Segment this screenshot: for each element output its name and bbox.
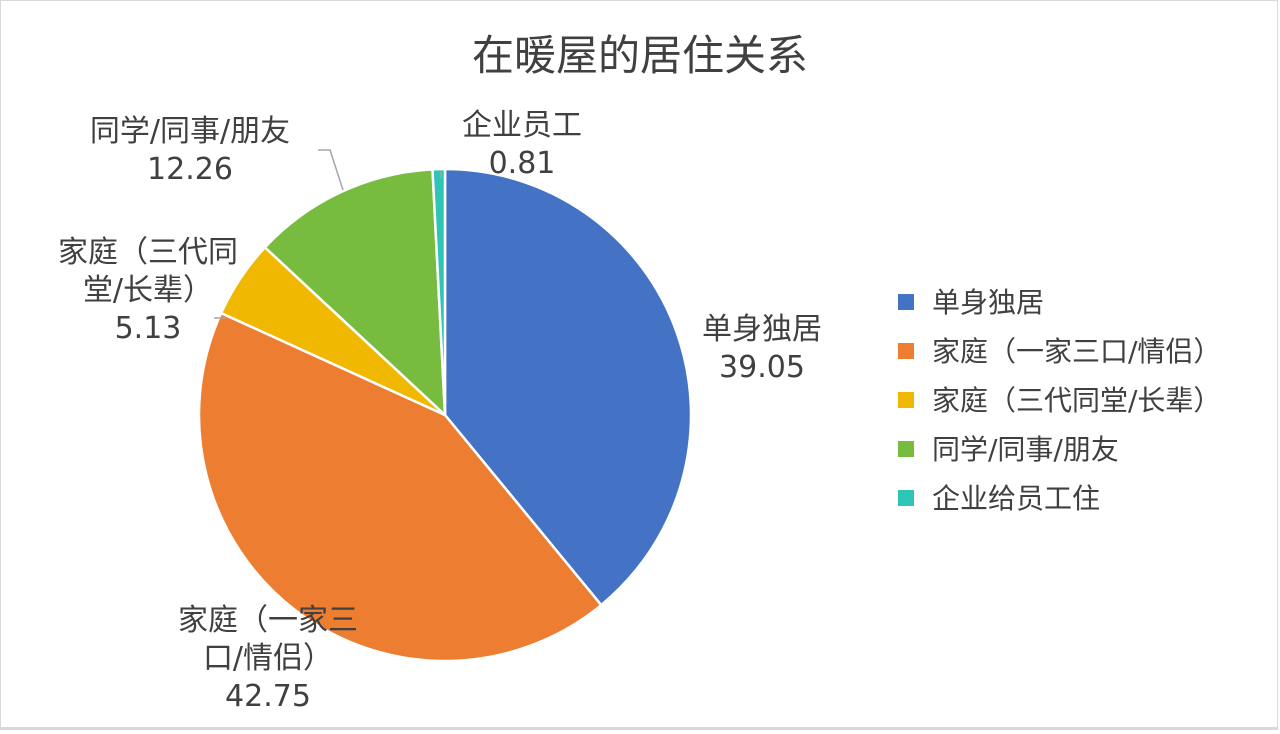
chart-title: 在暖屋的居住关系 [471, 31, 808, 80]
data-labels: 单身独居 39.05 家庭（一家三口/情侣） 42.75 家庭（三代同堂/长辈） 5.13… [58, 108, 822, 714]
legend-entry-1: 家庭（一家三口/情侣） [932, 335, 1221, 368]
leader-lines [214, 149, 442, 319]
legend-swatch-4 [898, 490, 914, 506]
legend-swatch-1 [898, 343, 914, 359]
legend-swatch-3 [898, 441, 914, 457]
data-label-1: 家庭（一家三口/情侣） 42.75 [178, 603, 358, 714]
pie-slice-0 [443, 167, 693, 607]
data-label-1-line-2: 42.75 [225, 679, 311, 714]
data-label-2-line-2: 5.13 [115, 311, 182, 346]
data-label-3: 同学/同事/朋友 12.26 [90, 114, 290, 187]
data-label-2-line-0: 家庭（三代同 [58, 235, 238, 270]
data-label-2-line-1: 堂/长辈） [83, 273, 213, 308]
pie-slice-4 [431, 167, 447, 416]
leader-line-3 [318, 149, 344, 191]
data-label-3-line-1: 12.26 [147, 152, 233, 187]
data-label-1-line-1: 口/情侣） [203, 641, 333, 676]
legend-entry-0: 单身独居 [932, 286, 1044, 319]
legend-entry-4: 企业给员工住 [932, 482, 1100, 515]
data-label-1-line-0: 家庭（一家三 [178, 603, 358, 638]
data-label-4-line-0: 企业员工 [462, 108, 582, 143]
data-label-0: 单身独居 39.05 [702, 312, 822, 385]
data-label-2: 家庭（三代同堂/长辈） 5.13 [58, 235, 238, 346]
legend-swatch-2 [898, 392, 914, 408]
data-label-0-line-1: 39.05 [719, 350, 805, 385]
pie-slices [197, 167, 693, 663]
data-label-4: 企业员工 0.81 [462, 108, 582, 181]
legend-swatch-0 [898, 294, 914, 310]
data-label-4-line-1: 0.81 [489, 146, 556, 181]
pie-slice-1 [197, 311, 603, 663]
data-label-0-line-0: 单身独居 [702, 312, 822, 347]
legend-entry-3: 同学/同事/朋友 [932, 433, 1119, 466]
legend-entry-2: 家庭（三代同堂/长辈） [932, 384, 1221, 417]
data-label-3-line-0: 同学/同事/朋友 [90, 114, 290, 149]
pie-slice-3 [263, 168, 447, 419]
